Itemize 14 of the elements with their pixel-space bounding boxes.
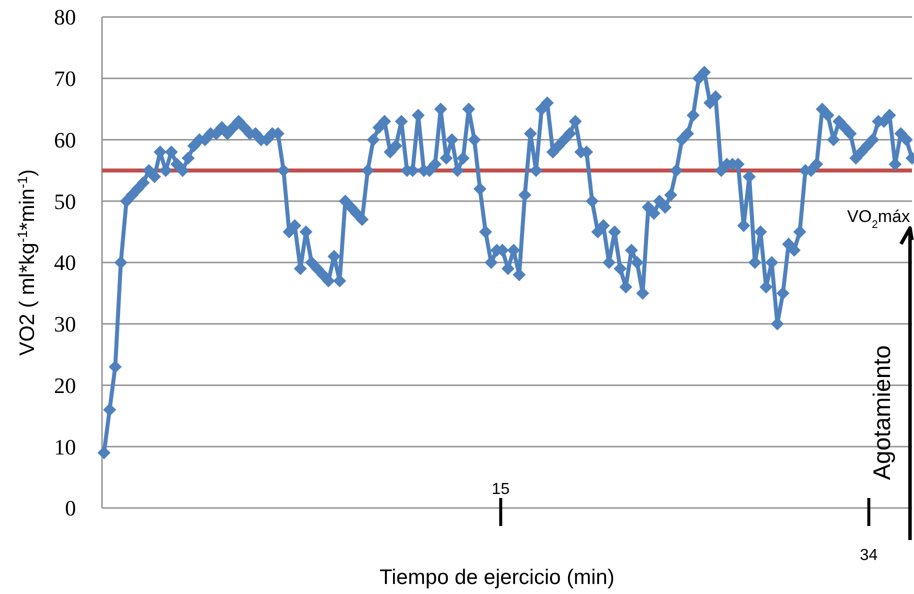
y-tick-label: 10 <box>54 434 76 460</box>
y-tick-label: 70 <box>54 66 76 92</box>
annotation: 15 <box>492 481 510 498</box>
annotation: VO$_{2}$máx <box>847 207 910 231</box>
y-tick-label: 50 <box>54 188 76 214</box>
y-tick-label: 30 <box>54 312 76 337</box>
y-tick-label: 80 <box>54 4 76 30</box>
annotation: Agotamiento <box>869 345 896 480</box>
y-tick-label: 40 <box>54 250 76 276</box>
y-tick-label: 60 <box>54 127 76 152</box>
text: 34 <box>860 547 878 564</box>
x-axis-title: Tiempo de ejercicio (min) <box>380 566 614 589</box>
y-tick-label: 0 <box>65 496 76 521</box>
y-tick-label: 20 <box>54 372 76 398</box>
